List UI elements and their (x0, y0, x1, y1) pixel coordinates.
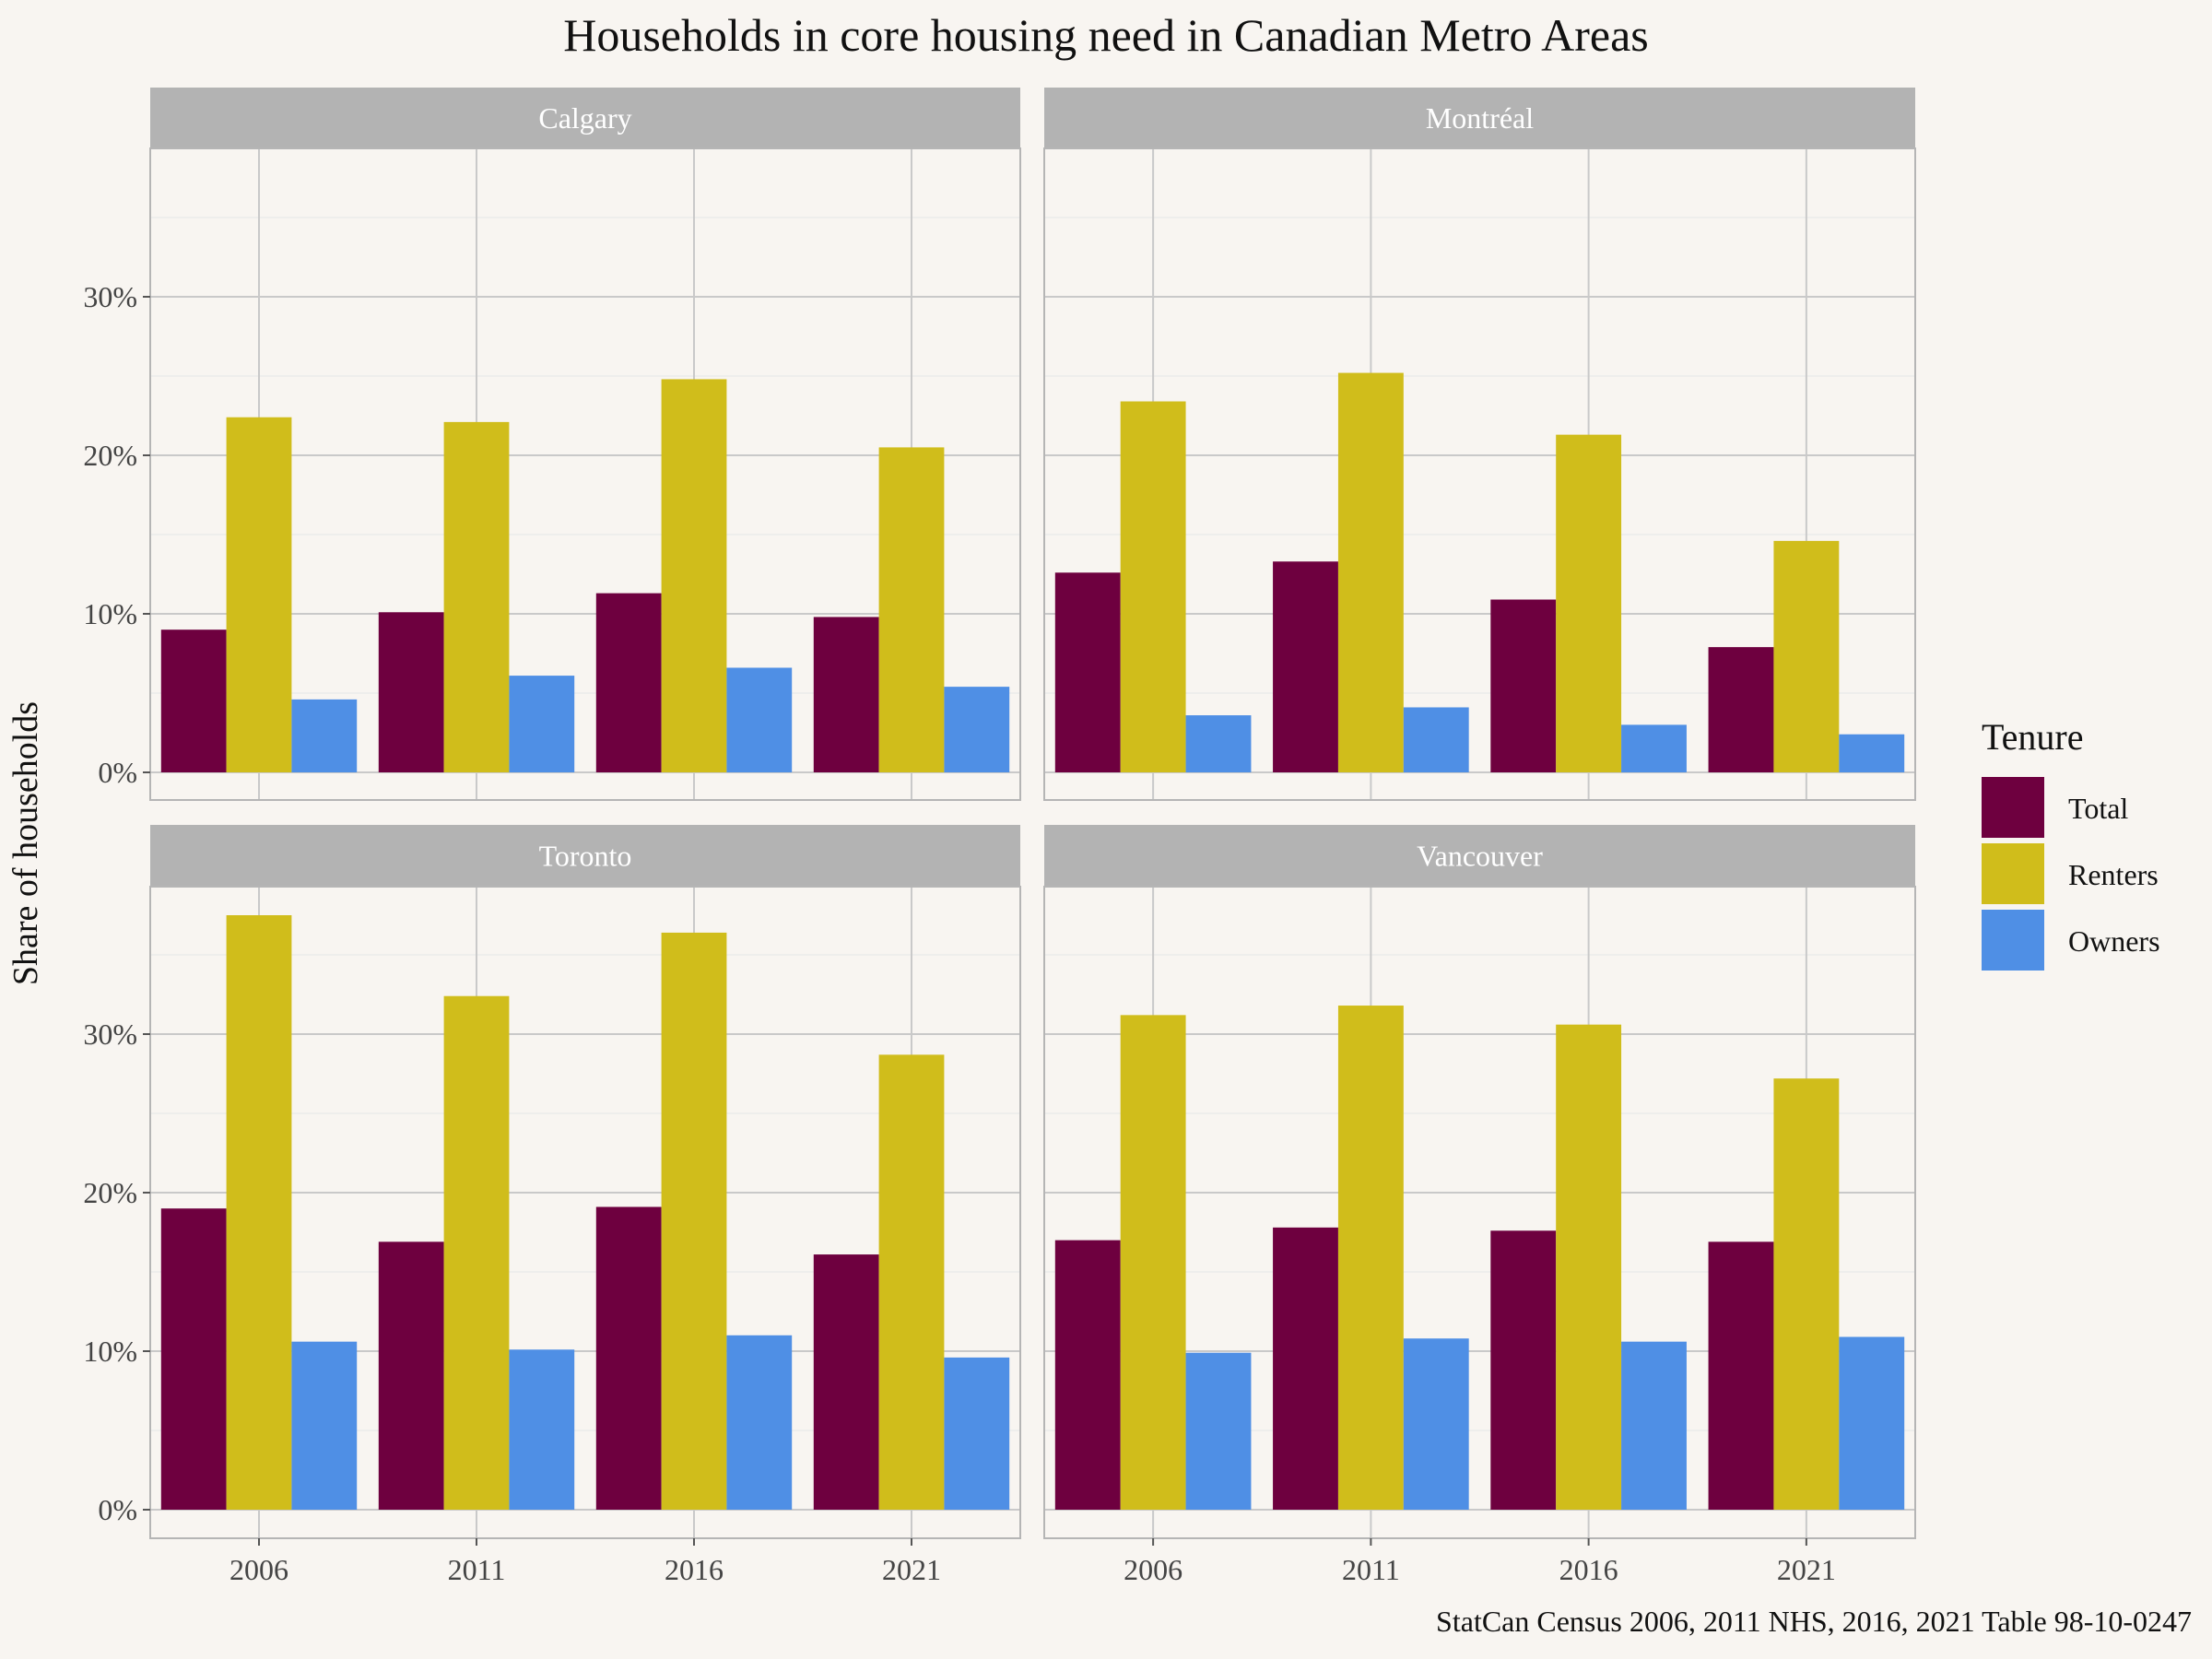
legend: Tenure Total Renters Owners (1982, 716, 2160, 971)
bar-total-2006 (1054, 572, 1121, 772)
panel-montral: Montréal (1043, 88, 1916, 801)
bar-renters-2006 (1120, 1015, 1186, 1510)
bar-owners-2006 (291, 1341, 358, 1510)
bar-renters-2021 (878, 447, 945, 772)
bar-total-2016 (1490, 1230, 1557, 1510)
panel-strip-label: Toronto (539, 840, 632, 873)
panel-border (1043, 886, 1916, 1539)
y-axis-label: Share of households (6, 701, 45, 985)
panel-strip-label: Vancouver (1417, 840, 1543, 873)
y-tick-label: 30% (83, 280, 137, 313)
bar-total-2016 (595, 593, 662, 772)
bar-renters-2011 (443, 995, 510, 1510)
panel-strip-label: Calgary (538, 101, 631, 135)
bar-owners-2006 (1185, 715, 1252, 772)
x-tick-label: 2011 (1342, 1553, 1400, 1586)
x-tick-label: 2021 (882, 1553, 941, 1586)
bar-owners-2016 (1621, 1341, 1687, 1510)
x-tick-label: 2006 (1124, 1553, 1182, 1586)
y-tick-label: 10% (83, 1335, 137, 1368)
x-tick-label: 2011 (448, 1553, 506, 1586)
bar-renters-2021 (1773, 540, 1840, 772)
panel-strip (1044, 825, 1915, 887)
panel-strip-label: Montréal (1426, 101, 1534, 135)
panel-border (149, 147, 1021, 801)
bar-total-2016 (1490, 599, 1557, 772)
bar-renters-2006 (1120, 401, 1186, 772)
panel-border (149, 886, 1021, 1539)
bar-owners-2011 (509, 1349, 575, 1510)
x-tick-label: 2006 (229, 1553, 288, 1586)
legend-swatch-total (1982, 777, 2044, 838)
bar-owners-2016 (726, 1335, 793, 1510)
x-tick-label: 2016 (665, 1553, 724, 1586)
bar-total-2016 (595, 1206, 662, 1510)
bar-owners-2021 (1839, 1336, 1905, 1510)
bar-owners-2021 (944, 687, 1010, 772)
bar-renters-2006 (226, 417, 292, 772)
panel-vancouver: Vancouver 2006 2011 2016 2021 (1043, 825, 1916, 1586)
bar-total-2021 (1708, 647, 1774, 772)
bar-owners-2011 (1403, 707, 1469, 772)
bar-total-2006 (160, 1208, 227, 1510)
panel-strip (150, 88, 1020, 148)
bar-renters-2011 (443, 421, 510, 772)
bar-renters-2016 (1556, 1024, 1622, 1510)
y-tick-label: 20% (83, 439, 137, 472)
bar-total-2011 (378, 612, 444, 772)
x-tick-label: 2016 (1559, 1553, 1618, 1586)
bar-renters-2016 (661, 379, 727, 772)
bar-renters-2021 (878, 1054, 945, 1510)
bar-total-2021 (813, 1254, 879, 1510)
y-tick-label: 30% (83, 1018, 137, 1051)
panel-strip (150, 825, 1020, 887)
panels-layer: Calgary 0% 10% 20% 30% Montréal Toronto 0% 10% 20… (83, 88, 1916, 1586)
y-tick-label: 0% (98, 1493, 137, 1526)
panel-toronto: Toronto 0% 10% 20% 30% 2006 2011 2016 2021 (83, 825, 1021, 1586)
y-tick-label: 0% (98, 756, 137, 789)
legend-label-owners: Owners (2068, 924, 2160, 958)
panel-strip (1044, 88, 1915, 148)
bar-total-2011 (378, 1241, 444, 1510)
legend-label-renters: Renters (2068, 858, 2159, 891)
chart-title: Households in core housing need in Canad… (563, 9, 1649, 61)
bar-renters-2011 (1337, 372, 1404, 772)
bar-total-2011 (1273, 1227, 1338, 1510)
caption: StatCan Census 2006, 2011 NHS, 2016, 202… (1436, 1605, 2192, 1638)
y-tick-label: 20% (83, 1176, 137, 1209)
bar-total-2021 (813, 617, 879, 772)
bar-owners-2011 (509, 676, 575, 772)
legend-title: Tenure (1982, 716, 2083, 758)
bar-renters-2016 (1556, 434, 1622, 772)
bar-owners-2016 (1621, 724, 1687, 772)
bar-renters-2006 (226, 915, 292, 1510)
bar-total-2021 (1708, 1241, 1774, 1510)
bar-owners-2021 (944, 1357, 1010, 1510)
bar-total-2006 (160, 629, 227, 772)
legend-swatch-owners (1982, 910, 2044, 971)
y-tick-label: 10% (83, 597, 137, 630)
bar-renters-2011 (1337, 1006, 1404, 1510)
panel-border (1043, 147, 1916, 801)
legend-swatch-renters (1982, 843, 2044, 904)
x-tick-label: 2021 (1777, 1553, 1836, 1586)
bar-renters-2021 (1773, 1078, 1840, 1510)
panel-calgary: Calgary 0% 10% 20% 30% (83, 88, 1021, 801)
bar-owners-2006 (1185, 1352, 1252, 1510)
bar-renters-2016 (661, 932, 727, 1510)
bar-owners-2011 (1403, 1338, 1469, 1510)
bar-total-2011 (1273, 561, 1338, 772)
bar-total-2006 (1054, 1240, 1121, 1510)
bar-owners-2006 (291, 699, 358, 772)
legend-label-total: Total (2068, 792, 2128, 825)
bar-owners-2016 (726, 667, 793, 772)
bar-owners-2021 (1839, 734, 1905, 772)
